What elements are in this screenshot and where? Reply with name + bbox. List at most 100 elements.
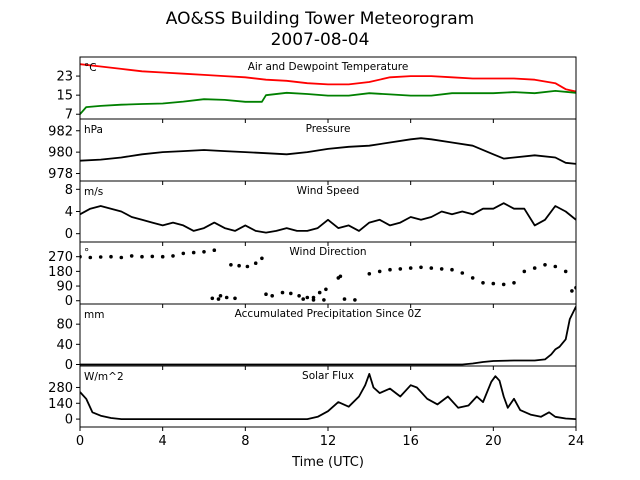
data-point	[109, 254, 113, 259]
data-point	[481, 281, 485, 285]
series-line-1	[80, 90, 576, 115]
panel-0: 7 15 23 °C Air and Dewpoint Temperature	[56, 56, 577, 123]
data-point	[460, 271, 465, 275]
y-tick-label: 8	[65, 183, 73, 198]
data-point	[140, 254, 144, 259]
data-point	[570, 289, 574, 293]
y-tick-label: 140	[48, 397, 73, 412]
panel-4: 0 40 80 mm Accumulated Precipitation Since 0…	[56, 303, 577, 373]
panel-title: Accumulated Precipitation Since 0Z	[235, 308, 422, 320]
y-tick-label: 270	[48, 250, 73, 265]
panel-series-group-3	[80, 248, 576, 302]
data-point	[317, 290, 322, 295]
data-point	[324, 287, 328, 292]
data-point	[553, 264, 558, 269]
data-point	[532, 266, 537, 270]
data-point	[311, 298, 316, 302]
panel-unit-label: °	[84, 247, 89, 259]
x-tick-label: 4	[159, 434, 167, 449]
data-point	[212, 248, 217, 252]
panel-title: Wind Speed	[297, 185, 360, 197]
x-tick-label: 12	[320, 434, 337, 449]
x-tick-label: 20	[485, 434, 502, 449]
panel-unit-label: hPa	[84, 124, 103, 136]
y-tick-label: 80	[56, 318, 73, 333]
y-tick-label: 15	[56, 89, 73, 104]
y-tick-label: 4	[65, 205, 73, 220]
data-point	[501, 282, 506, 287]
data-point	[202, 250, 206, 254]
y-tick-label: 978	[48, 167, 73, 182]
series-line-0	[80, 306, 576, 366]
series-line-0	[80, 63, 576, 93]
data-point	[119, 255, 124, 260]
y-tick-label: 280	[48, 381, 73, 396]
panel-unit-label: W/m^2	[84, 371, 124, 383]
data-point	[429, 266, 434, 270]
panel-unit-label: mm	[84, 309, 104, 321]
data-point	[224, 295, 229, 300]
data-point	[388, 267, 392, 272]
x-tick-label: 8	[241, 434, 249, 449]
data-point	[216, 297, 221, 301]
panel-title: Solar Flux	[302, 370, 354, 382]
panel-series-group-5	[80, 373, 576, 420]
data-point	[322, 298, 326, 302]
data-point	[98, 255, 103, 259]
y-tick-label: 0	[65, 294, 73, 309]
data-point	[377, 269, 382, 274]
data-point	[367, 272, 372, 276]
x-axis-label: Time (UTC)	[291, 455, 364, 470]
data-point	[353, 298, 357, 302]
data-point	[522, 269, 527, 274]
data-point	[470, 276, 475, 280]
data-point	[233, 296, 237, 301]
data-point	[260, 256, 264, 261]
y-tick-label: 7	[65, 108, 73, 123]
data-point	[338, 274, 343, 279]
data-point	[297, 294, 301, 298]
y-tick-label: 90	[56, 280, 73, 295]
data-point	[218, 294, 223, 298]
chart-subtitle: 2007-08-04	[271, 30, 370, 50]
data-point	[210, 296, 215, 301]
y-tick-label: 0	[65, 358, 73, 373]
data-point	[280, 290, 285, 295]
chart-panels: 7 15 23 °C Air and Dewpoint Temperature 978 98…	[48, 56, 584, 449]
data-point	[491, 281, 496, 286]
y-tick-label: 23	[56, 70, 73, 85]
y-tick-label: 0	[65, 413, 73, 428]
data-point	[253, 261, 258, 266]
panel-series-group-1	[80, 137, 576, 165]
data-point	[342, 297, 347, 301]
data-point	[543, 263, 547, 267]
y-tick-label: 40	[56, 338, 73, 353]
data-point	[270, 294, 275, 298]
panel-unit-label: m/s	[84, 186, 103, 198]
panel-2: 0 4 8 m/s Wind Speed	[65, 180, 577, 246]
data-point	[150, 254, 155, 259]
data-point	[160, 254, 165, 259]
data-point	[408, 266, 413, 270]
y-tick-label: 180	[48, 265, 73, 280]
panel-series-group-4	[80, 306, 576, 366]
series-line-0	[80, 373, 576, 420]
panel-series-group-0	[80, 63, 576, 115]
panel-title: Air and Dewpoint Temperature	[248, 61, 409, 73]
chart-title: AO&SS Building Tower Meteorogram	[166, 9, 474, 29]
y-tick-label: 980	[48, 146, 73, 161]
data-point	[171, 254, 175, 258]
data-point	[245, 264, 250, 269]
data-point	[450, 267, 454, 272]
data-point	[398, 267, 403, 271]
panel-title: Wind Direction	[289, 246, 366, 258]
panel-title: Pressure	[306, 123, 351, 135]
panel-series-group-2	[80, 202, 576, 234]
data-point	[191, 250, 196, 255]
data-point	[289, 291, 293, 296]
data-point	[129, 254, 134, 258]
data-point	[88, 255, 93, 260]
